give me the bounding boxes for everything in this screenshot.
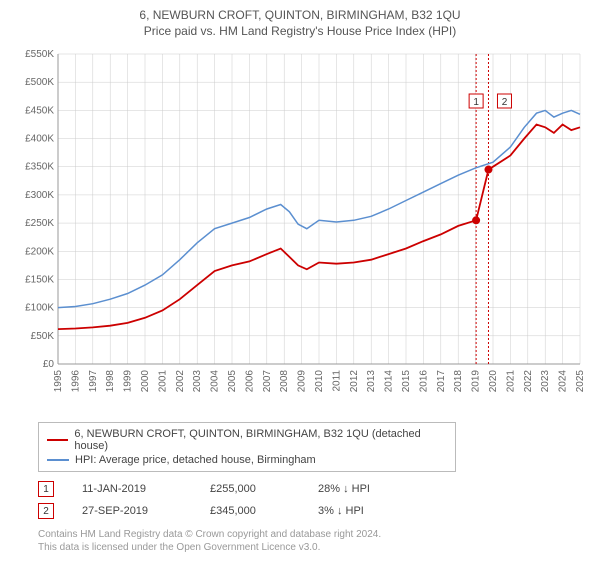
footer-line-1: Contains HM Land Registry data © Crown c… [38,528,590,541]
svg-text:£150K: £150K [25,274,54,285]
transactions-table: 1 11-JAN-2019 £255,000 28% ↓ HPI 2 27-SEP-201… [38,478,590,522]
svg-text:2006: 2006 [244,370,255,393]
transaction-date: 11-JAN-2019 [82,483,182,495]
transaction-marker: 1 [38,481,54,497]
svg-text:£100K: £100K [25,303,54,314]
transaction-price: £255,000 [210,483,290,495]
svg-text:2019: 2019 [471,370,482,393]
svg-text:2009: 2009 [297,370,308,393]
svg-text:1997: 1997 [88,370,99,393]
svg-text:2016: 2016 [418,370,429,393]
svg-text:2025: 2025 [575,370,586,393]
legend-swatch [47,459,69,461]
svg-text:£350K: £350K [25,162,54,173]
svg-text:£500K: £500K [25,77,54,88]
svg-text:2010: 2010 [314,370,325,393]
footer-line-2: This data is licensed under the Open Gov… [38,541,590,554]
legend: 6, NEWBURN CROFT, QUINTON, BIRMINGHAM, B… [38,422,456,472]
svg-text:£450K: £450K [25,105,54,116]
svg-text:£200K: £200K [25,246,54,257]
svg-text:2: 2 [502,97,508,108]
svg-text:1996: 1996 [70,370,81,393]
chart-subtitle: Price paid vs. HM Land Registry's House … [10,24,590,38]
chart-svg: £0 £50K £100K £150K £200K £250K £300K £350K £400… [10,44,590,414]
svg-text:2022: 2022 [523,370,534,393]
svg-text:2007: 2007 [262,370,273,393]
svg-text:2021: 2021 [505,370,516,393]
svg-text:2001: 2001 [157,370,168,393]
svg-text:2004: 2004 [210,370,221,393]
svg-text:2000: 2000 [140,370,151,393]
legend-label: 6, NEWBURN CROFT, QUINTON, BIRMINGHAM, B… [74,428,447,452]
svg-text:£550K: £550K [25,49,54,60]
footer-attribution: Contains HM Land Registry data © Crown c… [38,528,590,554]
svg-text:2008: 2008 [279,370,290,393]
transaction-date: 27-SEP-2019 [82,505,182,517]
svg-text:1: 1 [473,97,479,108]
svg-text:£300K: £300K [25,190,54,201]
svg-text:2011: 2011 [331,370,342,392]
svg-text:2014: 2014 [384,370,395,393]
chart-title: 6, NEWBURN CROFT, QUINTON, BIRMINGHAM, B… [10,8,590,22]
chart: £0 £50K £100K £150K £200K £250K £300K £350K £400… [10,44,590,414]
transaction-pct: 28% ↓ HPI [318,483,418,495]
svg-text:£50K: £50K [31,331,55,342]
svg-text:2005: 2005 [227,370,238,393]
svg-text:1995: 1995 [53,370,64,393]
svg-text:£0: £0 [43,359,55,370]
svg-text:2023: 2023 [540,370,551,393]
svg-text:£400K: £400K [25,134,54,145]
transaction-row: 2 27-SEP-2019 £345,000 3% ↓ HPI [38,500,590,522]
svg-text:2015: 2015 [401,370,412,393]
svg-text:2020: 2020 [488,370,499,393]
legend-item: HPI: Average price, detached house, Birm… [47,453,447,467]
svg-text:2024: 2024 [558,370,569,393]
svg-text:2017: 2017 [436,370,447,393]
transaction-marker: 2 [38,503,54,519]
legend-label: HPI: Average price, detached house, Birm… [75,454,316,466]
transaction-row: 1 11-JAN-2019 £255,000 28% ↓ HPI [38,478,590,500]
legend-swatch [47,439,68,441]
svg-text:2018: 2018 [453,370,464,393]
svg-text:2002: 2002 [175,370,186,393]
svg-text:£250K: £250K [25,218,54,229]
transaction-pct: 3% ↓ HPI [318,505,418,517]
svg-text:1999: 1999 [123,370,134,393]
svg-text:1998: 1998 [105,370,116,393]
legend-item: 6, NEWBURN CROFT, QUINTON, BIRMINGHAM, B… [47,427,447,453]
svg-text:2013: 2013 [366,370,377,393]
svg-text:2012: 2012 [349,370,360,393]
transaction-price: £345,000 [210,505,290,517]
svg-text:2003: 2003 [192,370,203,393]
